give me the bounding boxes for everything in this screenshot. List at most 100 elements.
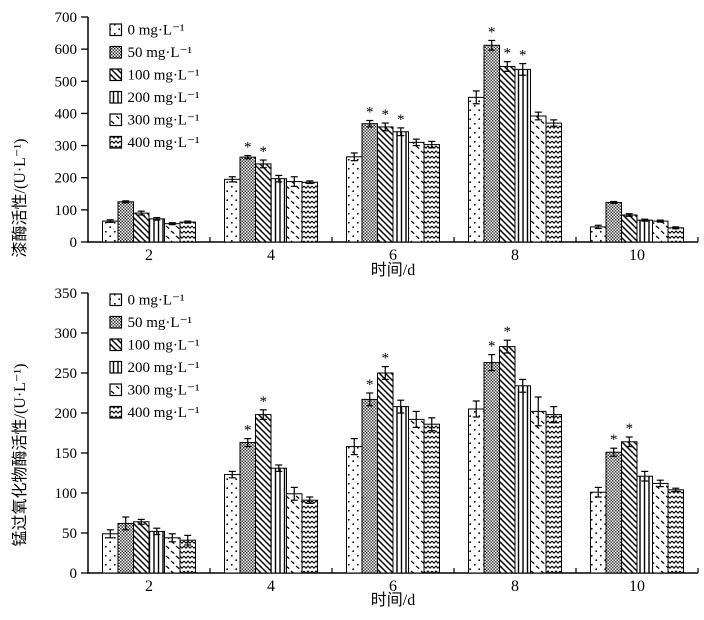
bottom-x-axis-title: 时间/d (370, 592, 416, 609)
bar (117, 522, 134, 574)
bar (667, 489, 684, 574)
y-tick-label: 0 (70, 235, 78, 251)
significance-marker: * (366, 105, 374, 121)
error-bar (106, 529, 114, 539)
bar (621, 441, 638, 574)
top-y-axis-title: 漆酶活性/(U·L⁻¹) (12, 138, 29, 258)
bar (164, 223, 181, 243)
y-tick-label: 100 (55, 486, 78, 502)
legend-label: 100 mg·L⁻¹ (128, 68, 200, 84)
error-bar (641, 218, 649, 222)
x-tick-label: 2 (145, 247, 153, 264)
error-bar (259, 159, 267, 169)
y-tick-label: 200 (55, 406, 78, 422)
legend: 0 mg·L⁻¹ 50 mg·L⁻¹ 100 mg·L⁻¹ 200 mg·L⁻¹ 300… (109, 23, 200, 151)
legend-item: 0 mg·L⁻¹ (109, 293, 185, 309)
legend-label: 100 mg·L⁻¹ (128, 338, 200, 354)
bar (377, 372, 394, 574)
error-bar (503, 61, 511, 72)
legend-label: 300 mg·L⁻¹ (128, 383, 200, 399)
error-bar (534, 396, 542, 427)
legend-item: 200 mg·L⁻¹ (109, 360, 200, 376)
bar (224, 474, 241, 574)
error-bar (672, 487, 680, 492)
significance-marker: * (488, 24, 496, 40)
legend-label: 400 mg·L⁻¹ (128, 405, 200, 421)
legend-item: 0 mg·L⁻¹ (109, 23, 185, 39)
bar (286, 181, 303, 243)
legend-label: 50 mg·L⁻¹ (128, 315, 193, 331)
error-bar (672, 226, 680, 230)
bar (102, 220, 119, 243)
error-bar (381, 122, 389, 132)
error-bar (228, 470, 236, 479)
bar (102, 533, 119, 574)
bar (605, 201, 622, 243)
series-100mgL: * * * (133, 46, 638, 243)
series-0mgL (102, 400, 607, 574)
legend-swatch-zigzag (109, 135, 123, 149)
error-bar (625, 436, 633, 448)
bar (621, 214, 638, 243)
error-bar (610, 447, 618, 457)
legend-item: 50 mg·L⁻¹ (109, 315, 193, 331)
legend-label: 400 mg·L⁻¹ (128, 135, 200, 151)
bar (423, 423, 440, 574)
bar (545, 122, 562, 243)
bar (346, 156, 363, 243)
significance-marker: * (488, 339, 496, 355)
y-tick-label: 600 (55, 42, 78, 58)
error-bar (503, 339, 511, 354)
bar (499, 66, 516, 243)
bar (483, 362, 500, 574)
bar (636, 219, 653, 243)
bar (514, 385, 531, 574)
error-bar (534, 111, 542, 121)
x-tick-label: 4 (267, 247, 275, 264)
error-bar (641, 470, 649, 482)
bar (361, 123, 378, 243)
series-300mgL (164, 111, 669, 243)
series-50mgL: * * * (117, 24, 622, 243)
error-bar (259, 409, 267, 420)
error-bar (472, 90, 480, 105)
error-bar (106, 219, 114, 223)
bar (255, 163, 272, 243)
legend-label: 50 mg·L⁻¹ (128, 45, 193, 61)
legend: 0 mg·L⁻¹ 50 mg·L⁻¹ 100 mg·L⁻¹ 200 mg·L⁻¹ 300… (109, 293, 200, 421)
y-tick-label: 50 (62, 526, 77, 542)
error-bar (428, 417, 436, 432)
legend-swatch-dashes (109, 383, 123, 397)
error-bar (366, 119, 374, 128)
bar (468, 96, 485, 243)
error-bar (381, 366, 389, 380)
bar (270, 178, 287, 243)
error-bar (488, 39, 496, 51)
bar (408, 141, 425, 243)
series-0mgL (102, 90, 607, 243)
bar (133, 521, 150, 574)
legend-item: 50 mg·L⁻¹ (109, 45, 193, 61)
bar (164, 537, 181, 574)
y-tick-label: 300 (55, 139, 78, 155)
legend-label: 200 mg·L⁻¹ (128, 360, 200, 376)
y-tick-label: 300 (55, 326, 78, 342)
bar (605, 451, 622, 574)
bar (652, 482, 669, 574)
error-bar (184, 534, 192, 546)
error-bar (168, 533, 176, 543)
y-tick-label: 250 (55, 366, 78, 382)
error-bar (275, 174, 283, 183)
series-400mgL (179, 406, 684, 574)
x-tick-label: 10 (629, 247, 645, 264)
error-bar (625, 213, 633, 217)
legend-swatch-checker (109, 45, 123, 59)
bar (286, 493, 303, 574)
legend-swatch-vlines (109, 90, 123, 104)
y-tick-label: 400 (55, 106, 78, 122)
legend-swatch-checker (109, 315, 123, 329)
error-bar (412, 410, 420, 428)
bar (133, 212, 150, 243)
legend-swatch-dots (109, 293, 123, 307)
